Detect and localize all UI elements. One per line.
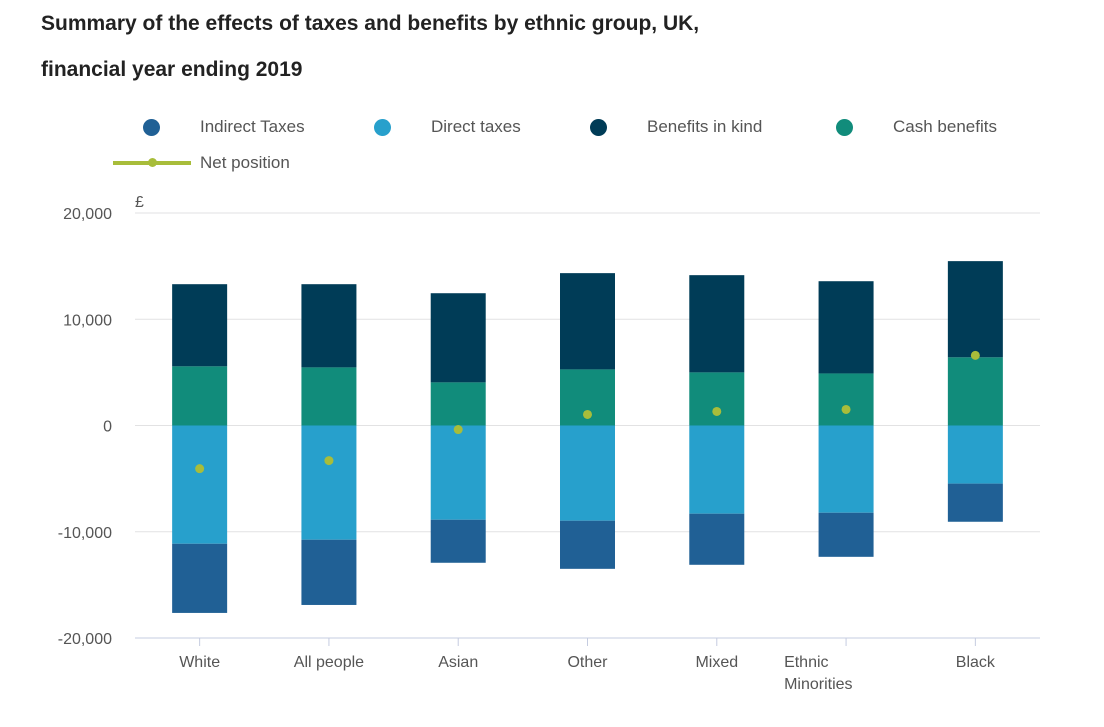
net-position-point [712,406,722,416]
bar-direct-taxes [689,425,745,514]
legend-marker [836,118,853,136]
chart-title-line1: Summary of the effects of taxes and bene… [41,12,700,35]
bar-cash-benefits [947,357,1003,426]
bar-indirect-taxes [301,539,357,605]
bar-direct-taxes [560,425,615,521]
chart-title-line2: financial year ending 2019 [41,58,303,81]
bar-direct-taxes [172,425,228,544]
net-position-point [453,425,463,435]
bar-cash-benefits [430,382,486,426]
legend-label: Direct taxes [431,117,521,136]
x-tick-label: All people [294,654,364,671]
legend-benefits-in-kind[interactable]: Benefits in kind [590,117,762,137]
bar-benefits-in-kind [947,261,1003,358]
bar-indirect-taxes [560,520,615,569]
y-tick-label: 20,000 [63,206,112,223]
bar-direct-taxes [947,425,1003,484]
bar-indirect-taxes [430,519,486,563]
x-tick-label: Asian [438,654,478,671]
x-tick-label: Ethnic Minorities [784,654,852,693]
bar-direct-taxes [430,425,486,520]
bar-benefits-in-kind [301,284,357,368]
legend-marker [590,118,607,136]
bar-cash-benefits [818,373,874,426]
bar-indirect-taxes [172,543,228,613]
bar-cash-benefits [689,372,745,426]
x-tick-label: Black [956,654,996,671]
y-tick-label: -10,000 [58,525,112,542]
y-tick-label: 0 [103,419,112,436]
bar-indirect-taxes [818,512,874,557]
legend-direct-taxes[interactable]: Direct taxes [374,117,521,137]
bar-indirect-taxes [947,483,1003,522]
bar-direct-taxes [301,425,357,540]
bar-indirect-taxes [689,513,745,565]
x-tick-label: Other [567,654,608,671]
net-position-point [583,409,592,419]
bar-benefits-in-kind [818,281,874,374]
bar-benefits-in-kind [172,284,228,367]
legend-net-position[interactable]: Net position [113,153,290,173]
y-tick-label: 10,000 [63,312,112,329]
net-position-point [324,456,334,466]
legend-label: Benefits in kind [647,117,763,136]
legend-cash-benefits[interactable]: Cash benefits [836,117,997,137]
bar-cash-benefits [301,367,357,426]
net-position-point [195,464,205,474]
bar-benefits-in-kind [560,273,615,370]
bar-cash-benefits [172,366,228,426]
bar-benefits-in-kind [430,293,486,383]
net-position-point [970,350,980,360]
legend-label: Cash benefits [893,117,997,136]
x-tick-label: White [179,654,220,671]
y-axis-label: £ [135,194,144,211]
legend-line-marker [113,158,191,167]
net-position-point [841,404,851,414]
bar-direct-taxes [818,425,874,513]
legend-marker [143,118,160,136]
legend-label: Net position [200,153,290,172]
legend-indirect-taxes[interactable]: Indirect Taxes [143,117,305,137]
x-tick-label: Mixed [695,654,738,671]
bar-benefits-in-kind [689,275,745,373]
y-tick-label: -20,000 [58,631,112,648]
legend-label: Indirect Taxes [200,117,305,136]
legend-marker [374,118,391,136]
